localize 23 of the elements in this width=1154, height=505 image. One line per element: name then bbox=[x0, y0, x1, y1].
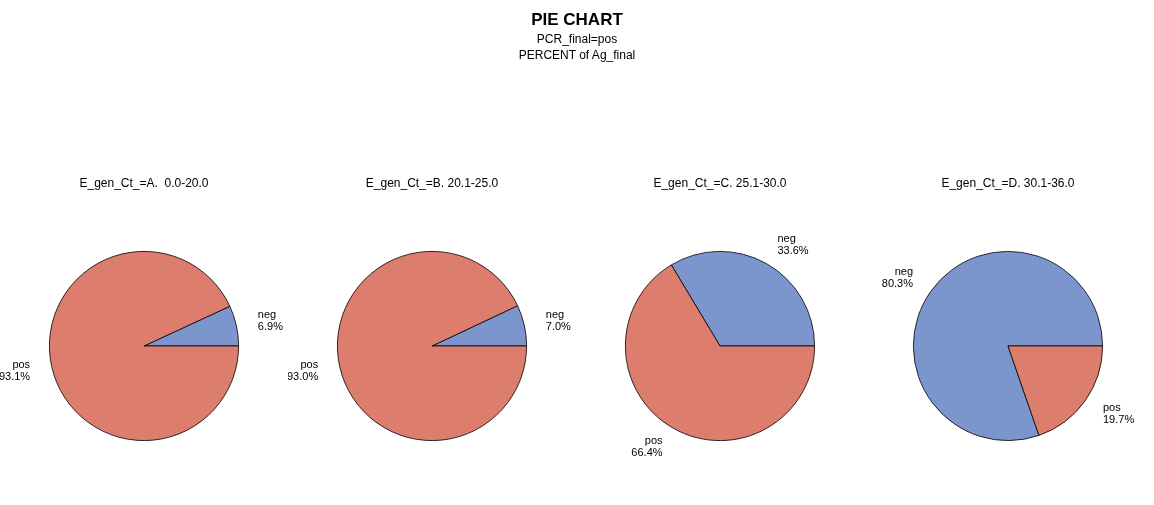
data-label: 93.0% bbox=[287, 370, 319, 383]
chart-title: E_gen_Ct_=C. 25.1-30.0 bbox=[652, 176, 788, 192]
slice-label: neg bbox=[894, 265, 914, 278]
chart-title: E_gen_Ct_=D. 30.1-36.0 bbox=[940, 176, 1076, 192]
text: PCR_final=pos bbox=[535, 32, 619, 46]
data-label: 33.6% bbox=[777, 243, 809, 256]
slice-label: pos bbox=[1102, 400, 1122, 413]
slice-label: pos bbox=[644, 434, 664, 447]
text: PERCENT of Ag_final bbox=[517, 48, 637, 62]
data-label: 93.1% bbox=[0, 370, 31, 383]
data-label: 7.0% bbox=[545, 319, 572, 332]
chart-title: E_gen_Ct_=B. 20.1-25.0 bbox=[364, 176, 500, 192]
slice-label: neg bbox=[257, 307, 277, 320]
data-label: 19.7% bbox=[1102, 412, 1135, 425]
data-label: 66.4% bbox=[631, 446, 663, 459]
slice-label: pos bbox=[300, 358, 319, 371]
data-label: 80.3% bbox=[881, 277, 914, 290]
text: PIE CHART bbox=[530, 10, 624, 30]
slice-label: neg bbox=[545, 307, 565, 320]
chart-title: E_gen_Ct_=A. 0.0-20.0 bbox=[78, 176, 210, 192]
slice-label: pos bbox=[12, 358, 31, 371]
slice-label: neg bbox=[777, 231, 796, 244]
data-label: 6.9% bbox=[257, 319, 284, 332]
